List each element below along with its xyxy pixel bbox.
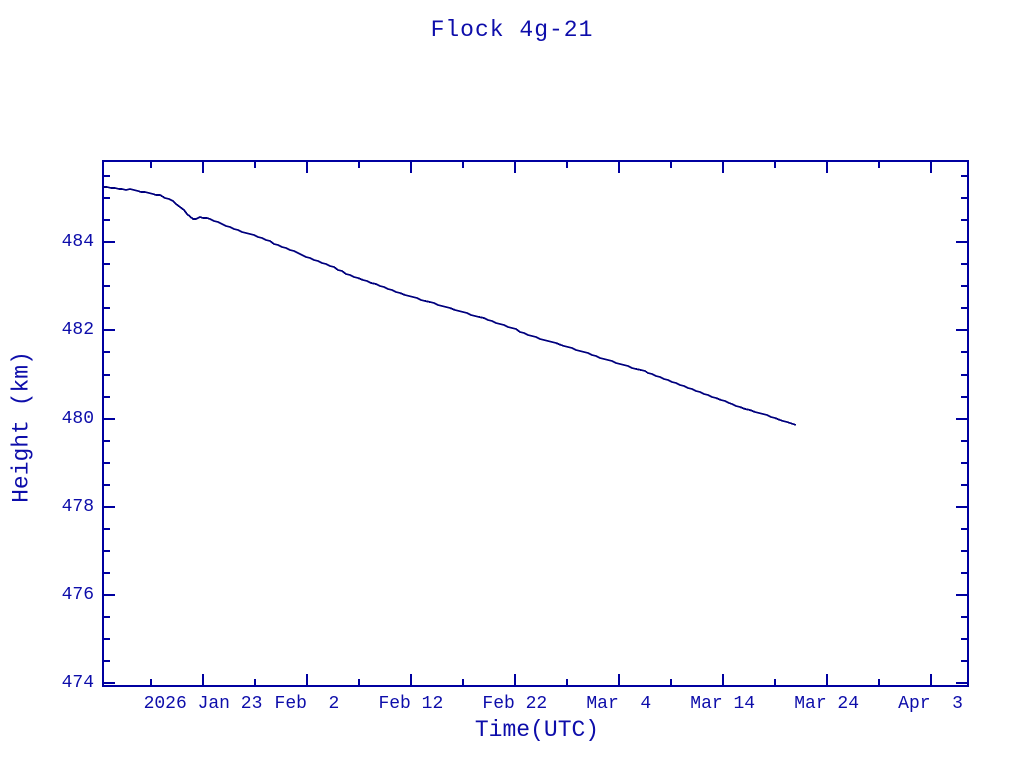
y-tick-label: 476 xyxy=(61,585,94,606)
x-tick-label: Feb 2 xyxy=(274,694,340,714)
x-tick-label: Mar 24 xyxy=(794,694,860,714)
x-tick-label: Mar 4 xyxy=(586,694,652,714)
y-tick-label: 474 xyxy=(61,673,94,694)
x-tick-label: Feb 22 xyxy=(482,694,548,714)
axis-frame xyxy=(102,160,969,687)
x-axis-title: Time(UTC) xyxy=(474,717,600,743)
axis-ticks xyxy=(103,161,968,686)
y-tick-label: 484 xyxy=(61,232,94,253)
x-tick-label: 2026 Jan 23 xyxy=(143,694,263,714)
x-tick-label: Mar 14 xyxy=(690,694,756,714)
y-tick-label: 478 xyxy=(61,496,94,517)
height-curve xyxy=(103,186,797,426)
y-tick-label: 482 xyxy=(61,320,94,341)
x-tick-label: Feb 12 xyxy=(378,694,444,714)
y-tick-label: 480 xyxy=(61,408,94,429)
chart-title: Flock 4g-21 xyxy=(430,17,594,43)
x-tick-label: Apr 3 xyxy=(898,694,963,714)
